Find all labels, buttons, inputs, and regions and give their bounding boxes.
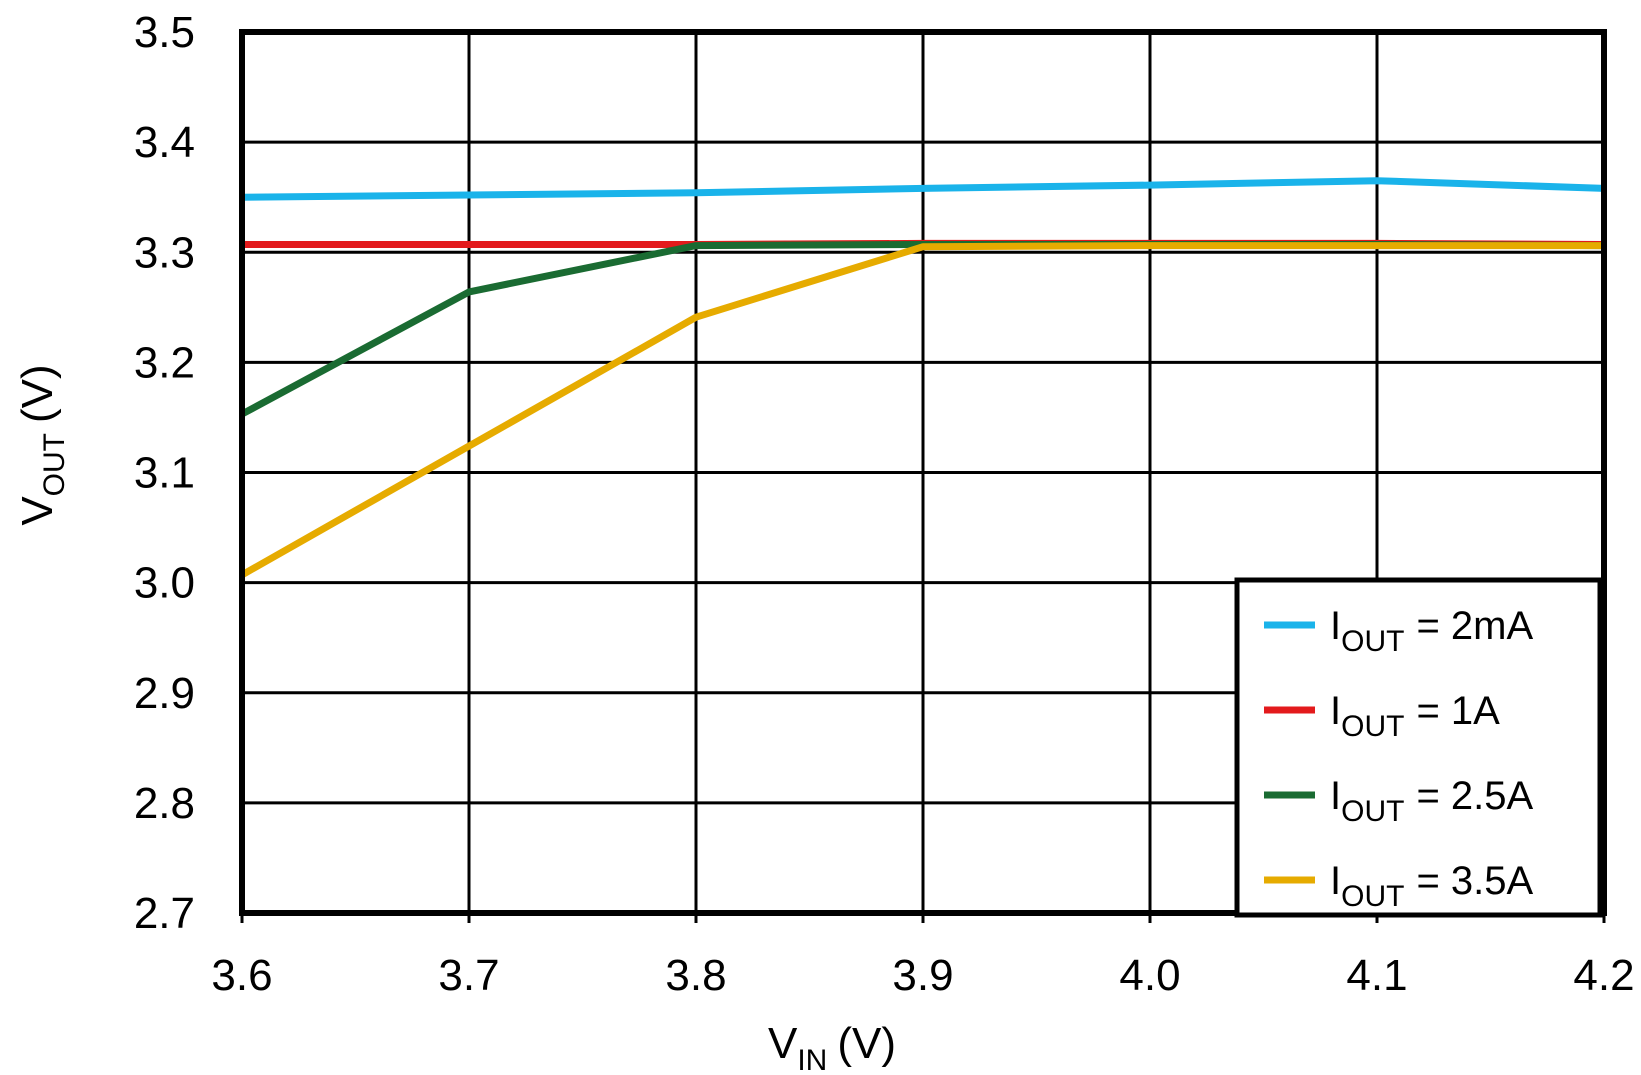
legend-label-2: IOUT = 1A (1330, 689, 1500, 743)
x-axis-title-main: V (768, 1019, 798, 1068)
legend-label-1: IOUT = 2mA (1330, 604, 1533, 658)
series-line-1 (241, 177, 1605, 201)
y-tick-label: 2.8 (134, 779, 195, 828)
x-tick-label: 3.9 (892, 951, 953, 1000)
y-tick-label: 3.5 (134, 8, 195, 57)
x-axis-ticks: 3.6 3.7 3.8 3.9 4.0 4.1 4.2 (211, 913, 1635, 1000)
y-axis-title-sub: OUT (38, 433, 71, 496)
y-tick-label: 3.1 (134, 449, 195, 498)
x-tick-label: 4.1 (1346, 951, 1407, 1000)
y-axis-title: VOUT (V) (13, 364, 71, 525)
y-tick-label: 2.9 (134, 669, 195, 718)
x-axis-title: VIN (V) (768, 1019, 896, 1075)
x-tick-label: 4.2 (1573, 951, 1634, 1000)
y-tick-label: 2.7 (134, 889, 195, 938)
x-axis-title-sub: IN (797, 1044, 827, 1075)
legend-box (1234, 577, 1603, 918)
y-axis-title-main: V (13, 496, 62, 526)
y-axis-title-unit: (V) (13, 364, 62, 423)
y-tick-label: 3.0 (134, 559, 195, 608)
x-tick-label: 3.7 (438, 951, 499, 1000)
legend-label-3: IOUT = 2.5A (1330, 774, 1534, 828)
y-tick-label: 3.4 (134, 118, 195, 167)
x-tick-label: 4.0 (1119, 951, 1180, 1000)
y-axis-ticks: 3.5 3.4 3.3 3.2 3.1 3.0 2.9 2.8 2.7 (134, 8, 195, 938)
legend: IOUT = 2mA IOUT = 1A IOUT = 2.5A IOUT = 3.5A (1234, 577, 1603, 918)
series-line-4 (240, 242, 1604, 578)
y-tick-label: 3.3 (134, 228, 195, 277)
x-tick-label: 3.6 (211, 951, 272, 1000)
series-lines (240, 177, 1605, 578)
y-tick-label: 3.2 (134, 338, 195, 387)
x-tick-label: 3.8 (665, 951, 726, 1000)
legend-label-4: IOUT = 3.5A (1330, 859, 1534, 913)
x-axis-title-unit: (V) (837, 1019, 896, 1068)
